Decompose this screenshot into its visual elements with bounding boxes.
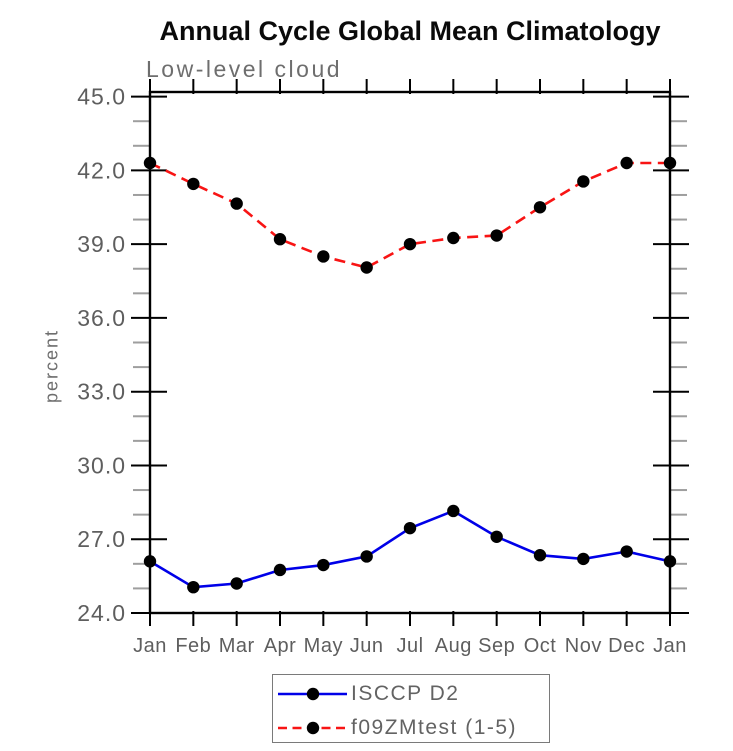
x-tick-label: Jun [350, 635, 384, 657]
chart-title: Annual Cycle Global Mean Climatology [159, 16, 661, 46]
data-point-series-1 [403, 237, 417, 251]
x-tick-label: Oct [524, 635, 557, 657]
legend: ISCCP D2 f09ZMtest (1-5) [272, 674, 550, 743]
y-tick-label: 42.0 [77, 157, 126, 183]
data-point-series-1 [620, 156, 633, 170]
data-point-series-1 [360, 261, 373, 274]
data-point-series-0 [360, 550, 373, 563]
x-tick-label: Jul [396, 635, 423, 657]
data-point-series-0 [577, 552, 590, 566]
data-point-series-1 [317, 250, 330, 263]
data-point-series-0 [663, 555, 677, 568]
x-tick-label: Sep [478, 635, 515, 657]
data-point-series-1 [230, 197, 243, 210]
data-point-series-1 [187, 177, 200, 191]
x-tick-label: Mar [219, 635, 255, 657]
data-point-series-1 [490, 229, 503, 242]
y-tick-label: 36.0 [77, 305, 126, 331]
y-tick-label: 33.0 [77, 379, 126, 405]
legend-solid-line-icon [278, 687, 347, 701]
data-point-series-1 [447, 231, 460, 245]
data-point-series-1 [273, 233, 287, 246]
data-point-series-0 [317, 558, 330, 572]
y-tick-label: 45.0 [77, 84, 126, 110]
x-tick-label: Apr [264, 635, 297, 657]
legend-label: ISCCP D2 [351, 682, 460, 705]
data-point-series-0 [273, 563, 287, 577]
x-tick-label: Jan [133, 635, 167, 657]
chart-subtitle: Low-level cloud [146, 56, 343, 82]
x-tick-label: Dec [608, 635, 645, 657]
legend-item-isccp: ISCCP D2 [276, 682, 460, 705]
data-point-series-1 [577, 175, 590, 188]
y-tick-label: 24.0 [77, 600, 126, 626]
y-tick-label: 39.0 [77, 231, 126, 257]
data-point-series-0 [403, 521, 417, 535]
legend-item-f09zmtest: f09ZMtest (1-5) [276, 716, 518, 739]
x-tick-label: May [304, 635, 343, 657]
data-point-series-0 [620, 545, 633, 558]
data-point-series-0 [187, 580, 200, 594]
plot-frame [148, 90, 672, 615]
data-point-series-1 [663, 156, 677, 170]
data-point-series-1 [533, 201, 547, 214]
x-tick-label: Jan [653, 635, 687, 657]
data-point-series-0 [490, 530, 503, 543]
data-point-series-1 [143, 156, 157, 170]
legend-dashed-line-icon [278, 721, 347, 735]
series-line-1 [149, 161, 670, 269]
data-point-series-0 [230, 577, 243, 590]
x-tick-label: Aug [435, 635, 472, 657]
data-point-series-0 [533, 549, 547, 562]
data-point-series-0 [447, 504, 460, 518]
y-tick-label: 30.0 [77, 452, 126, 478]
x-tick-label: Feb [175, 635, 211, 657]
y-tick-label: 27.0 [77, 526, 126, 552]
data-point-series-0 [143, 555, 157, 568]
x-tick-label: Nov [565, 635, 602, 657]
legend-label: f09ZMtest (1-5) [351, 716, 518, 739]
